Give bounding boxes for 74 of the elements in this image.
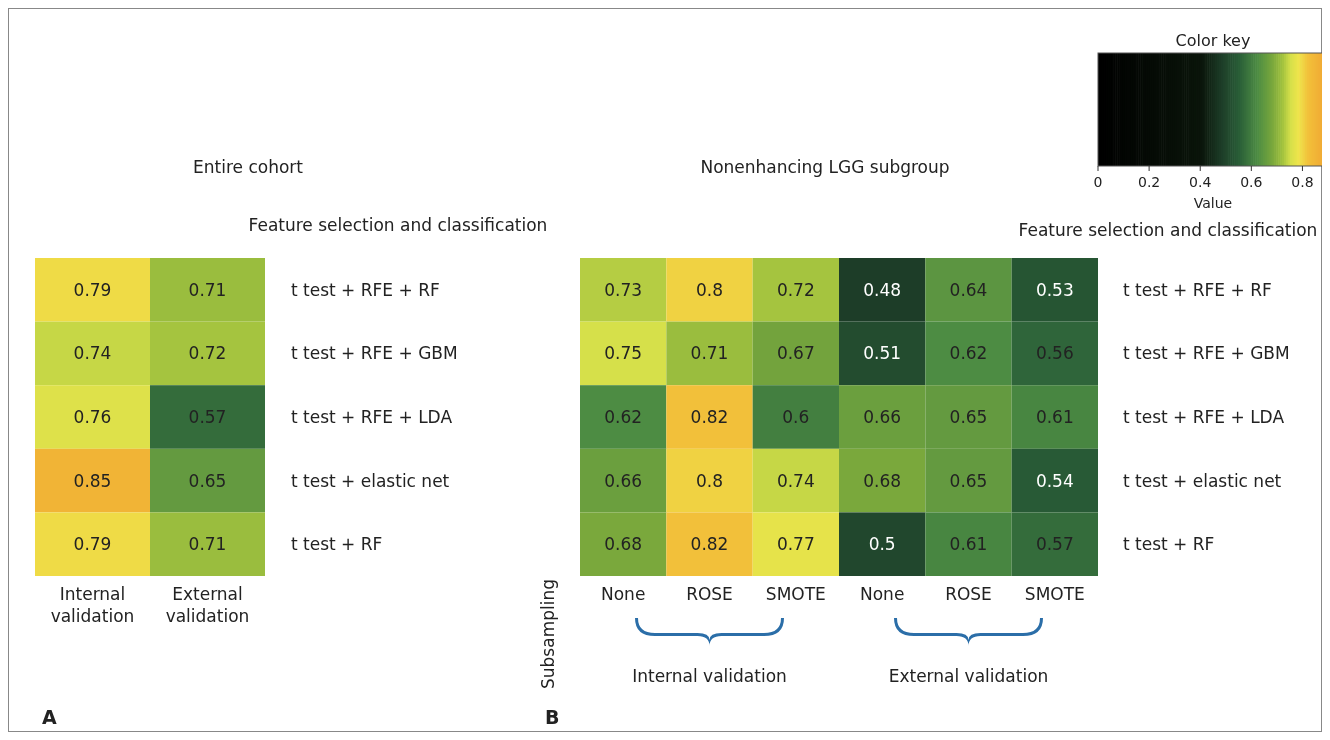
color-bar-label: 0.4	[1189, 174, 1212, 190]
color-bar-label: 0	[1093, 174, 1103, 190]
data-label: 0.53	[1035, 279, 1074, 300]
data-label: 0.62	[604, 407, 643, 427]
data-label: 0.74	[776, 470, 815, 491]
y-tick-label: t test + elastic net	[291, 470, 450, 491]
x-tick-label: ROSE	[945, 584, 992, 604]
data-label: 0.72	[776, 279, 815, 300]
y-tick-label: t test + RFE + GBM	[291, 343, 458, 364]
data-label: 0.56	[1035, 343, 1074, 364]
data-label: 0.65	[949, 407, 988, 427]
data-label: 0.72	[188, 343, 227, 364]
color-bar-label: 0.6	[1240, 174, 1263, 190]
y-tick-label: t test + RFE + LDA	[291, 407, 453, 427]
y-tick-label: t test + RF	[1123, 534, 1215, 555]
data-label: 0.82	[690, 407, 729, 427]
data-label: 0.79	[73, 534, 112, 555]
y-tick-label: t test + RFE + RF	[1123, 279, 1272, 300]
data-label: 0.65	[949, 470, 988, 491]
data-label: 0.54	[1035, 470, 1074, 491]
x-tick-label: None	[600, 584, 646, 604]
data-label: 0.79	[73, 279, 112, 300]
data-label: 0.82	[690, 534, 729, 555]
data-label: 0.71	[690, 343, 729, 364]
x-tick-label: ROSE	[686, 584, 733, 604]
data-label: 0.85	[73, 470, 112, 491]
data-label: 0.74	[73, 343, 112, 364]
data-label: 0.68	[863, 470, 902, 491]
x-tick-label: None	[859, 584, 905, 604]
text: A	[42, 706, 57, 728]
text: Subsampling	[538, 579, 558, 689]
y-axis-title: Feature selection and classification	[1018, 220, 1318, 240]
data-label: 0.67	[776, 343, 815, 364]
data-label: 0.65	[188, 470, 227, 491]
data-label: 0.8	[695, 279, 724, 300]
data-label: 0.6	[782, 407, 810, 427]
legend-title: Color key	[1175, 31, 1251, 50]
x-tick-label: SMOTE	[1024, 584, 1085, 604]
data-label: 0.77	[776, 534, 815, 555]
data-label: 0.66	[604, 470, 643, 491]
x-tick-label: External validation	[165, 584, 250, 626]
data-label: 0.61	[949, 534, 988, 555]
y-tick-label: t test + RFE + RF	[291, 279, 440, 300]
color-bar-title: Value	[1193, 195, 1233, 211]
data-label: 0.75	[604, 343, 643, 364]
data-label: 0.5	[868, 534, 896, 555]
text: B	[545, 706, 560, 728]
x-tick-label: SMOTE	[765, 584, 826, 604]
chart-title: Entire cohort	[193, 157, 304, 177]
color-bar-label: 0.2	[1137, 174, 1161, 190]
y-axis-title: Feature selection and classification	[248, 215, 548, 235]
data-label: 0.76	[73, 407, 112, 427]
y-tick-label: t test + RF	[291, 534, 383, 555]
data-label: 0.48	[863, 279, 902, 300]
data-label: 0.71	[188, 534, 227, 555]
color-bar-label: 0.8	[1291, 174, 1314, 190]
data-label: 0.61	[1035, 407, 1074, 427]
data-label: 0.64	[949, 279, 988, 300]
data-label: 0.8	[695, 470, 724, 491]
data-label: 0.71	[188, 279, 227, 300]
data-label: 0.68	[604, 534, 643, 555]
y-tick-label: t test + RFE + LDA	[1123, 407, 1285, 427]
text: External validation	[888, 666, 1049, 686]
y-tick-label: t test + RFE + GBM	[1123, 343, 1290, 364]
data-label: 0.57	[1035, 534, 1074, 555]
y-tick-label: t test + elastic net	[1123, 470, 1282, 491]
data-label: 0.51	[863, 343, 902, 364]
data-label: 0.73	[604, 279, 643, 300]
x-tick-label: Internal validation	[50, 584, 135, 626]
data-label: 0.62	[949, 343, 988, 364]
data-label: 0.66	[863, 407, 902, 427]
data-label: 0.57	[188, 407, 227, 427]
chart-title: Nonenhancing LGG subgroup	[700, 157, 950, 177]
text: Internal validation	[632, 666, 787, 686]
